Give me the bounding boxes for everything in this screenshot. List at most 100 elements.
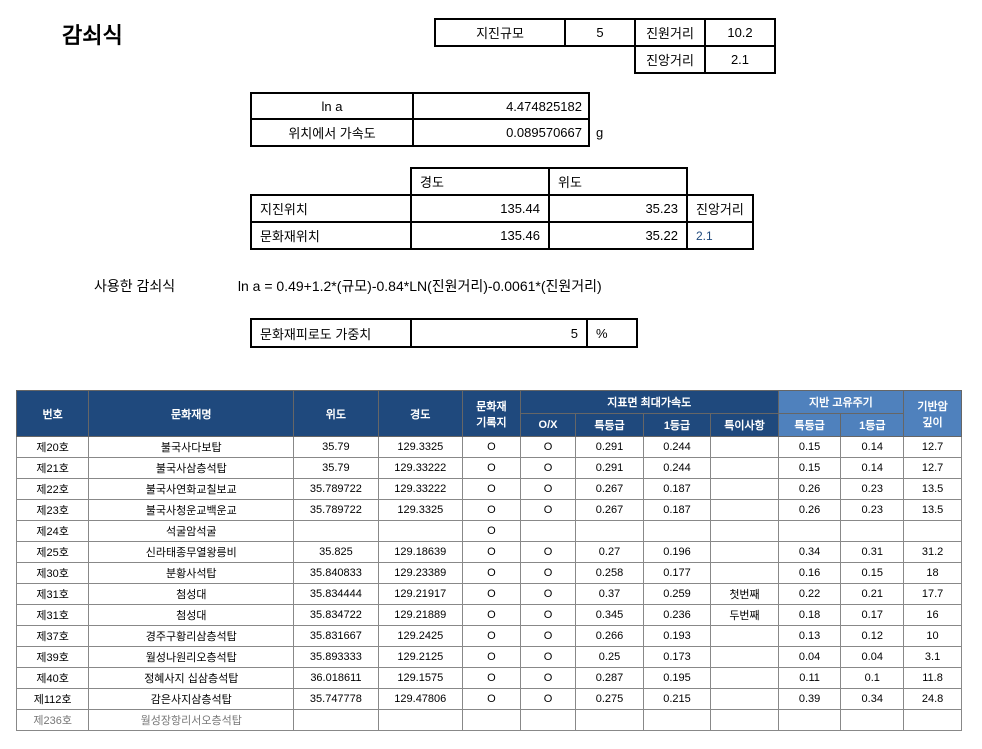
cell-pg: 0.23 <box>841 479 904 500</box>
cell-g: 0.196 <box>643 542 711 563</box>
cell-no: 제30호 <box>17 563 89 584</box>
table-row: 제20호불국사다보탑35.79129.3325OO0.2910.2440.150… <box>17 437 962 458</box>
cell-g: 0.173 <box>643 647 711 668</box>
cell-ps: 0.11 <box>778 668 841 689</box>
lna-label: ln a <box>251 93 413 119</box>
cell-g: 0.244 <box>643 437 711 458</box>
epi-dist-value: 2.1 <box>705 46 775 73</box>
cell-pg: 0.14 <box>841 458 904 479</box>
cell-pg: 0.1 <box>841 668 904 689</box>
weight-label: 문화재피로도 가중치 <box>251 319 411 347</box>
cell-ox <box>520 521 575 542</box>
col-spec: 특등급 <box>576 414 644 437</box>
cell-lon: 129.1575 <box>378 668 462 689</box>
cell-no: 제37호 <box>17 626 89 647</box>
cell-no: 제112호 <box>17 689 89 710</box>
cell-rec: O <box>462 626 520 647</box>
cell-pg: 0.15 <box>841 563 904 584</box>
cell-no: 제23호 <box>17 500 89 521</box>
cell-ps: 0.34 <box>778 542 841 563</box>
cell-ox: O <box>520 458 575 479</box>
table-row: 제37호경주구황리삼층석탑35.831667129.2425OO0.2660.1… <box>17 626 962 647</box>
cell-spec <box>711 542 779 563</box>
col-no: 번호 <box>17 391 89 437</box>
cell-rec: O <box>462 605 520 626</box>
cell-rock: 3.1 <box>904 647 962 668</box>
col-lat: 위도 <box>294 391 378 437</box>
source-dist-label: 진원거리 <box>635 19 705 46</box>
cell-spec <box>711 500 779 521</box>
cell-rec: O <box>462 563 520 584</box>
table-row: 제23호불국사청운교백운교35.789722129.3325OO0.2670.1… <box>17 500 962 521</box>
table-row: 제25호신라태종무열왕릉비35.825129.18639OO0.270.1960… <box>17 542 962 563</box>
cell-lat: 35.893333 <box>294 647 378 668</box>
cell-ps: 0.26 <box>778 479 841 500</box>
cell-name: 석굴암석굴 <box>89 521 294 542</box>
magnitude-label: 지진규모 <box>435 19 565 46</box>
heritage-lon: 135.46 <box>411 222 549 249</box>
cell-lon: 129.23389 <box>378 563 462 584</box>
cell-lon: 129.3325 <box>378 500 462 521</box>
cell-name: 월성나원리오층석탑 <box>89 647 294 668</box>
epi-side-label: 진앙거리 <box>687 195 753 222</box>
formula-text: ln a = 0.49+1.2*(규모)-0.84*LN(진원거리)-0.006… <box>238 278 602 294</box>
cell-lon: 129.2125 <box>378 647 462 668</box>
cell-pg: 0.31 <box>841 542 904 563</box>
cell-rock: 18 <box>904 563 962 584</box>
cell-g: 0.187 <box>643 479 711 500</box>
cell-name: 분황사석탑 <box>89 563 294 584</box>
cell-name: 첨성대 <box>89 605 294 626</box>
cell-lon: 129.2425 <box>378 626 462 647</box>
cell-spec <box>711 626 779 647</box>
heritage-loc-label: 문화재위치 <box>251 222 411 249</box>
cell-lat: 35.747778 <box>294 689 378 710</box>
cell-ox: O <box>520 479 575 500</box>
summary-grid: 지진규모 5 진원거리 10.2 진앙거리 2.1 <box>434 18 776 74</box>
cell-spec <box>711 437 779 458</box>
cell-rec: O <box>462 584 520 605</box>
cell-g: 0.215 <box>643 689 711 710</box>
cell-no: 제31호 <box>17 584 89 605</box>
cell-rec: O <box>462 500 520 521</box>
cell-no: 제22호 <box>17 479 89 500</box>
cell-s: 0.291 <box>576 458 644 479</box>
weight-unit: % <box>587 319 637 347</box>
table-row: 제30호분황사석탑35.840833129.23389OO0.2580.1770… <box>17 563 962 584</box>
cell-ps: 0.39 <box>778 689 841 710</box>
magnitude-value: 5 <box>565 19 635 46</box>
cell-s: 0.345 <box>576 605 644 626</box>
cell-rock: 13.5 <box>904 479 962 500</box>
cell-lon: 129.33222 <box>378 479 462 500</box>
lat-header: 위도 <box>549 168 687 195</box>
cell-name: 경주구황리삼층석탑 <box>89 626 294 647</box>
cell-s: 0.275 <box>576 689 644 710</box>
col-period-group: 지반 고유주기 <box>778 391 903 414</box>
cell-name: 불국사삼층석탑 <box>89 458 294 479</box>
cell-lat: 35.834444 <box>294 584 378 605</box>
table-row: 제22호불국사연화교칠보교35.789722129.33222OO0.2670.… <box>17 479 962 500</box>
cell-rec: O <box>462 458 520 479</box>
cell-name: 불국사다보탑 <box>89 437 294 458</box>
cell-spec: 첫번째 <box>711 584 779 605</box>
cell-s: 0.258 <box>576 563 644 584</box>
cell-ox: O <box>520 437 575 458</box>
cell-ps: 0.26 <box>778 500 841 521</box>
cell-name: 감은사지삼층석탑 <box>89 689 294 710</box>
cell-no: 제31호 <box>17 605 89 626</box>
cell-name: 첨성대 <box>89 584 294 605</box>
cell-name: 신라태종무열왕릉비 <box>89 542 294 563</box>
heritage-table: 번호 문화재명 위도 경도 문화재 기록지 지표면 최대가속도 지반 고유주기 … <box>16 390 962 731</box>
cell-spec <box>711 479 779 500</box>
source-dist-value: 10.2 <box>705 19 775 46</box>
table-row-cutoff: 제236호월성장항리서오층석탑 <box>17 710 962 731</box>
cell-rec: O <box>462 542 520 563</box>
heritage-lat: 35.22 <box>549 222 687 249</box>
cell-lat <box>294 521 378 542</box>
cell-lat: 36.018611 <box>294 668 378 689</box>
cell-pg: 0.34 <box>841 689 904 710</box>
cell-rock: 13.5 <box>904 500 962 521</box>
cell-no: 제39호 <box>17 647 89 668</box>
table-row: 제39호월성나원리오층석탑35.893333129.2125OO0.250.17… <box>17 647 962 668</box>
cell-lon: 129.47806 <box>378 689 462 710</box>
cell-ps: 0.16 <box>778 563 841 584</box>
